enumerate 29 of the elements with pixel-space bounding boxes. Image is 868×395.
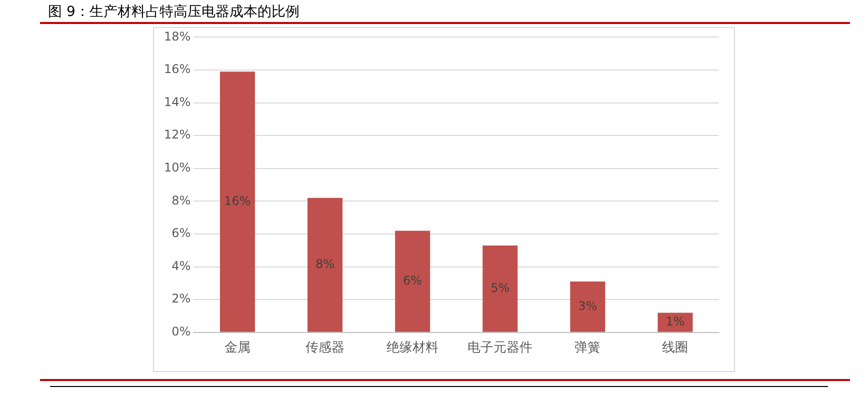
y-tick-label: 0% xyxy=(172,324,191,339)
bar xyxy=(220,72,255,332)
bar xyxy=(395,230,430,332)
y-tick-label: 6% xyxy=(172,226,191,240)
y-tick-label: 14% xyxy=(164,94,191,109)
data-label: 6% xyxy=(403,273,422,288)
y-tick-label: 4% xyxy=(172,258,191,273)
bar xyxy=(658,312,693,332)
y-tick-label: 16% xyxy=(164,62,191,76)
data-label: 5% xyxy=(490,280,510,295)
y-tick-label: 2% xyxy=(172,292,191,306)
x-tick-label: 金属 xyxy=(224,340,250,356)
bar xyxy=(482,245,518,332)
x-tick-label: 传感器 xyxy=(306,340,345,356)
x-tick-label: 绝缘材料 xyxy=(386,340,439,356)
bar xyxy=(307,198,343,332)
x-tick-label: 电子元器件 xyxy=(468,340,533,356)
y-tick-label: 10% xyxy=(164,160,191,175)
x-tick-label: 线圈 xyxy=(662,340,688,356)
bar xyxy=(570,282,606,332)
x-tick-label: 弹簧 xyxy=(574,340,601,356)
data-label: 16% xyxy=(224,194,251,208)
y-tick-label: 18% xyxy=(164,29,191,44)
y-tick-label: 12% xyxy=(164,128,191,142)
data-label: 8% xyxy=(315,257,335,272)
chart-title: 图 9：生产材料占特高压电器成本的比例 xyxy=(48,3,300,21)
data-label: 3% xyxy=(578,298,598,313)
y-tick-label: 8% xyxy=(172,193,191,208)
data-label: 1% xyxy=(666,314,685,328)
